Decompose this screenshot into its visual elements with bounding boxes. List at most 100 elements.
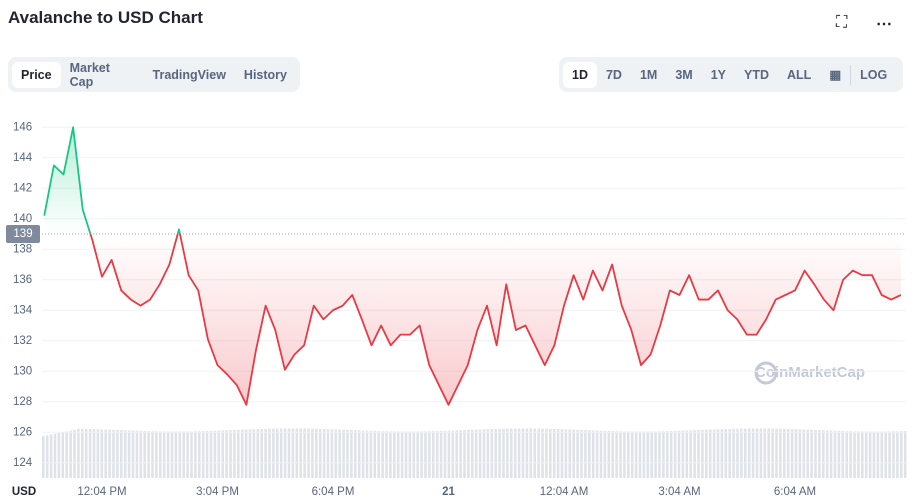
- volume-bar: [81, 428, 84, 478]
- volume-bar: [806, 429, 809, 478]
- volume-bar: [252, 429, 256, 478]
- x-tick-label: 12:04 AM: [540, 486, 589, 498]
- volume-bar: [669, 431, 673, 478]
- fullscreen-icon[interactable]: ⛶: [836, 14, 848, 31]
- x-tick-label: 3:04 AM: [658, 486, 700, 498]
- y-tick-label: 146: [13, 121, 32, 133]
- range-button[interactable]: YTD: [744, 67, 770, 82]
- watermark: CoinMarketCap: [755, 364, 865, 381]
- volume-bar: [346, 429, 349, 478]
- range-button[interactable]: 1D: [563, 61, 597, 88]
- volume-bar: [229, 430, 232, 478]
- volume-bar: [474, 429, 478, 478]
- watermark-logo: [754, 361, 778, 385]
- volume-bar: [872, 431, 876, 478]
- volume-bar: [213, 430, 217, 478]
- volume-bar: [92, 429, 96, 478]
- range-button[interactable]: ALL: [787, 67, 812, 82]
- volume-bar: [123, 430, 127, 478]
- y-tick-label: 128: [13, 396, 32, 408]
- volume-bar: [166, 431, 170, 478]
- volume-bar: [73, 429, 76, 478]
- volume-bar: [513, 428, 517, 478]
- volume-bar: [673, 430, 677, 478]
- volume-bar: [790, 429, 794, 478]
- range-button[interactable]: 7D: [605, 67, 622, 82]
- volume-bar: [755, 428, 759, 478]
- volume-bar: [404, 431, 408, 478]
- range-button[interactable]: 3M: [675, 67, 693, 82]
- calendar-icon[interactable]: ▦: [829, 68, 842, 82]
- more-icon[interactable]: ⋯: [876, 16, 892, 33]
- volume-bar: [697, 430, 700, 478]
- volume-bar: [825, 430, 829, 478]
- volume-bar: [334, 429, 338, 478]
- page-title: Avalanche to USD Chart: [8, 8, 203, 27]
- volume-bar: [506, 428, 509, 478]
- volume-bar: [260, 428, 263, 478]
- volume-bar: [100, 429, 104, 478]
- volume-bar: [896, 431, 899, 478]
- volume-bar: [642, 431, 646, 478]
- volume-bar: [837, 430, 841, 478]
- volume-bar: [677, 430, 681, 478]
- volume-bar: [638, 431, 642, 478]
- volume-bar: [751, 428, 755, 478]
- volume-bar: [630, 431, 634, 478]
- volume-bar: [369, 430, 373, 478]
- price-line: [43, 126, 902, 406]
- volume-bar: [381, 431, 384, 478]
- volume-bar: [747, 428, 751, 478]
- volume-bar: [759, 428, 763, 478]
- separator: [850, 64, 852, 85]
- log-button[interactable]: LOG: [860, 67, 888, 82]
- volume-bar: [237, 429, 240, 478]
- tab[interactable]: TradingView: [152, 67, 226, 82]
- range-button[interactable]: 1M: [639, 67, 658, 82]
- volume-bar: [658, 431, 661, 478]
- volume-bar: [471, 429, 474, 478]
- volume-bar: [268, 428, 271, 478]
- volume-bar: [276, 428, 279, 478]
- volume-bar: [876, 431, 880, 478]
- volume-bar: [416, 431, 419, 478]
- tab[interactable]: Price: [12, 61, 61, 88]
- volume-bar: [143, 431, 146, 478]
- volume-bar: [120, 430, 123, 478]
- tab[interactable]: History: [243, 67, 287, 82]
- volume-bar: [783, 428, 786, 478]
- volume-bar: [861, 431, 864, 478]
- volume-bar: [498, 428, 501, 478]
- tab[interactable]: Market Cap: [69, 60, 110, 89]
- volume-bar: [572, 429, 575, 478]
- volume-bar: [584, 430, 587, 478]
- y-tick-label: 132: [13, 335, 32, 347]
- volume-bar: [646, 431, 650, 478]
- volume-bar: [412, 431, 416, 478]
- volume-bar: [794, 429, 798, 478]
- volume-bar: [744, 428, 747, 478]
- tab-group: Price Market Cap TradingView History: [8, 57, 300, 92]
- volume-bar: [432, 431, 435, 478]
- volume-bar: [361, 430, 365, 478]
- volume-bar: [786, 429, 790, 478]
- volume-bar: [798, 429, 802, 478]
- volume-bar: [689, 430, 692, 478]
- volume-bar: [455, 430, 458, 478]
- volume-bar: [888, 431, 891, 478]
- volume-bar: [712, 429, 716, 478]
- x-tick-label: 21: [442, 486, 455, 498]
- volume-bar: [903, 430, 907, 478]
- volume-bar: [611, 431, 614, 478]
- volume-bar: [552, 428, 556, 478]
- range-button[interactable]: 1Y: [710, 67, 727, 82]
- volume-bar: [318, 428, 322, 478]
- volume-bar: [299, 428, 302, 478]
- y-tick-label: 138: [13, 243, 32, 255]
- y-tick-label: 124: [13, 457, 33, 469]
- volume-bar: [42, 436, 45, 478]
- volume-bar: [814, 430, 817, 478]
- currency-label: USD: [12, 486, 36, 498]
- volume-bar: [619, 431, 622, 478]
- volume-bar: [88, 428, 92, 478]
